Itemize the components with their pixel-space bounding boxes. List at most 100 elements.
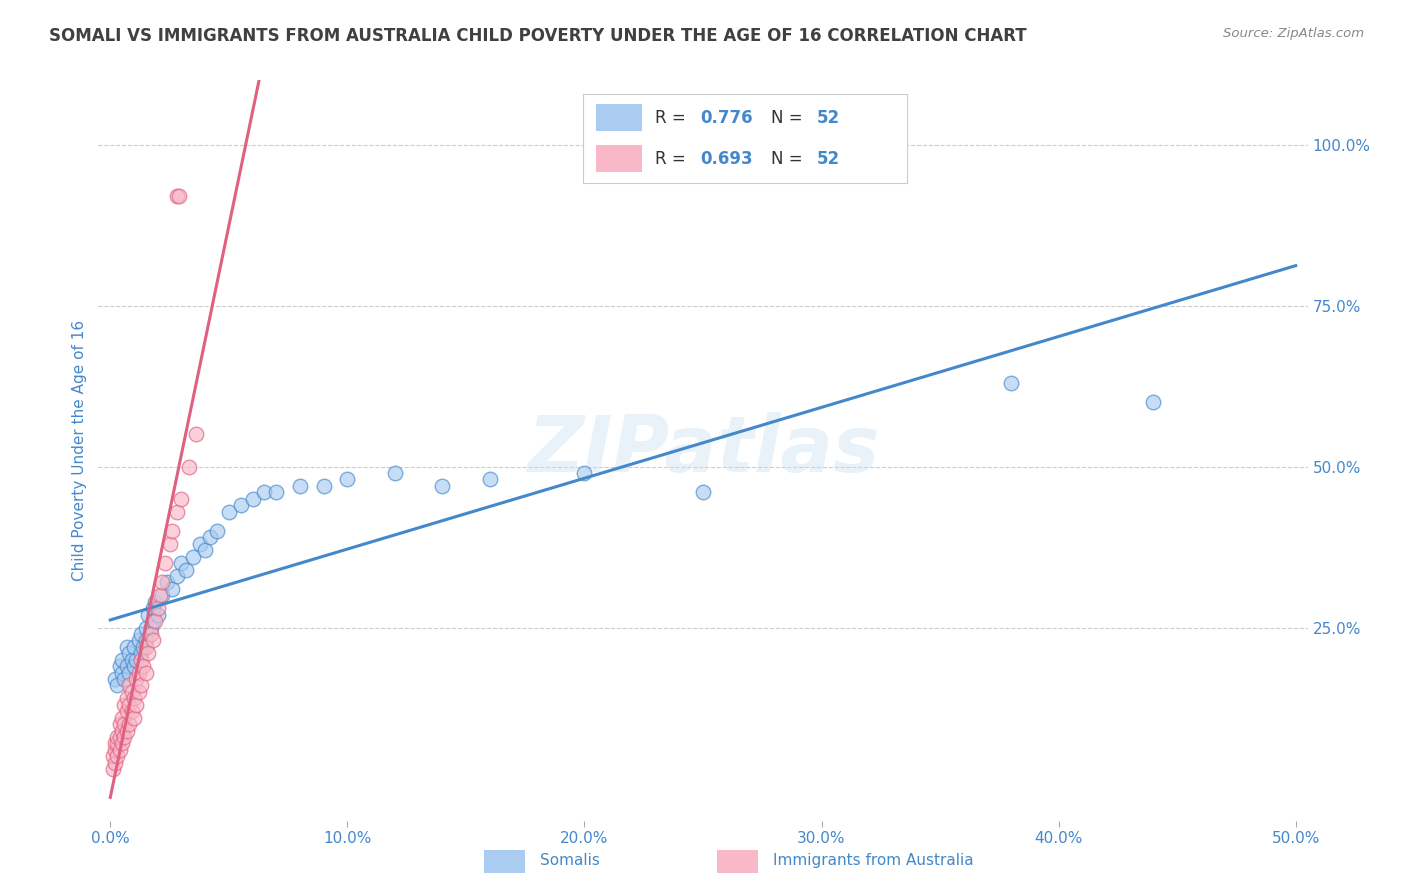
Y-axis label: Child Poverty Under the Age of 16: Child Poverty Under the Age of 16 bbox=[72, 320, 87, 581]
Point bbox=[142, 614, 165, 628]
Point bbox=[170, 556, 193, 570]
Point bbox=[135, 640, 157, 654]
Point bbox=[115, 659, 138, 673]
Point bbox=[128, 685, 150, 699]
Point bbox=[146, 607, 169, 622]
FancyBboxPatch shape bbox=[596, 104, 641, 131]
Text: Source: ZipAtlas.com: Source: ZipAtlas.com bbox=[1223, 27, 1364, 40]
Point bbox=[108, 743, 131, 757]
Point bbox=[115, 723, 138, 738]
Point bbox=[136, 646, 159, 660]
Point bbox=[118, 698, 141, 712]
Point bbox=[128, 633, 150, 648]
Point bbox=[118, 665, 141, 680]
Point bbox=[115, 640, 138, 654]
Point bbox=[253, 485, 276, 500]
Point bbox=[190, 537, 212, 551]
Point bbox=[121, 704, 143, 718]
Point bbox=[159, 537, 181, 551]
Point bbox=[121, 685, 143, 699]
Point bbox=[114, 730, 136, 744]
Text: Somalis: Somalis bbox=[540, 854, 600, 868]
Point bbox=[129, 653, 152, 667]
Point bbox=[156, 575, 179, 590]
Point bbox=[143, 614, 166, 628]
Point bbox=[105, 749, 128, 764]
Text: 52: 52 bbox=[817, 109, 839, 127]
Point bbox=[136, 607, 159, 622]
Point bbox=[152, 575, 174, 590]
FancyBboxPatch shape bbox=[484, 850, 524, 873]
Point bbox=[108, 730, 131, 744]
Point bbox=[167, 189, 190, 203]
Point bbox=[153, 556, 176, 570]
Point bbox=[122, 691, 145, 706]
Point bbox=[122, 640, 145, 654]
Point bbox=[125, 672, 148, 686]
Point bbox=[142, 601, 165, 615]
Point bbox=[111, 723, 134, 738]
Point bbox=[111, 665, 134, 680]
Point bbox=[1000, 376, 1022, 390]
Point bbox=[142, 633, 165, 648]
Text: N =: N = bbox=[770, 150, 808, 168]
Point bbox=[132, 640, 155, 654]
Point bbox=[478, 472, 501, 486]
Text: 52: 52 bbox=[817, 150, 839, 168]
Point bbox=[115, 691, 138, 706]
Point bbox=[149, 588, 172, 602]
Point bbox=[104, 743, 127, 757]
Point bbox=[114, 672, 136, 686]
Point bbox=[384, 466, 406, 480]
Point bbox=[160, 524, 183, 538]
Point bbox=[118, 717, 141, 731]
Point bbox=[692, 485, 714, 500]
FancyBboxPatch shape bbox=[596, 145, 641, 172]
Text: R =: R = bbox=[655, 150, 690, 168]
Point bbox=[125, 698, 148, 712]
Point bbox=[170, 491, 193, 506]
Point bbox=[129, 678, 152, 692]
Point bbox=[166, 569, 188, 583]
Point bbox=[218, 505, 240, 519]
Point bbox=[1142, 395, 1164, 409]
Point bbox=[101, 762, 124, 776]
Point bbox=[111, 736, 134, 750]
Point bbox=[181, 549, 204, 564]
Point bbox=[177, 459, 200, 474]
Point bbox=[128, 665, 150, 680]
Point bbox=[118, 646, 141, 660]
Point bbox=[205, 524, 228, 538]
Text: 0.693: 0.693 bbox=[700, 150, 752, 168]
Text: ZIPatlas: ZIPatlas bbox=[527, 412, 879, 489]
Point bbox=[111, 711, 134, 725]
Point bbox=[104, 672, 127, 686]
Point bbox=[105, 730, 128, 744]
Point bbox=[139, 627, 162, 641]
Point bbox=[312, 479, 335, 493]
FancyBboxPatch shape bbox=[717, 850, 758, 873]
Point bbox=[574, 466, 596, 480]
Point bbox=[174, 563, 197, 577]
Point bbox=[432, 479, 454, 493]
Point bbox=[143, 595, 166, 609]
Point bbox=[122, 659, 145, 673]
Point bbox=[129, 627, 152, 641]
Point bbox=[242, 491, 264, 506]
Point bbox=[264, 485, 287, 500]
Text: SOMALI VS IMMIGRANTS FROM AUSTRALIA CHILD POVERTY UNDER THE AGE OF 16 CORRELATIO: SOMALI VS IMMIGRANTS FROM AUSTRALIA CHIL… bbox=[49, 27, 1026, 45]
Point bbox=[108, 659, 131, 673]
Point bbox=[104, 736, 127, 750]
Text: Immigrants from Australia: Immigrants from Australia bbox=[773, 854, 973, 868]
Point bbox=[104, 756, 127, 770]
Point bbox=[166, 505, 188, 519]
Point bbox=[114, 698, 136, 712]
Point bbox=[115, 704, 138, 718]
Point bbox=[125, 653, 148, 667]
Point bbox=[129, 646, 152, 660]
Point bbox=[135, 665, 157, 680]
Point bbox=[105, 736, 128, 750]
Point bbox=[121, 653, 143, 667]
Point bbox=[229, 498, 252, 512]
Text: R =: R = bbox=[655, 109, 690, 127]
